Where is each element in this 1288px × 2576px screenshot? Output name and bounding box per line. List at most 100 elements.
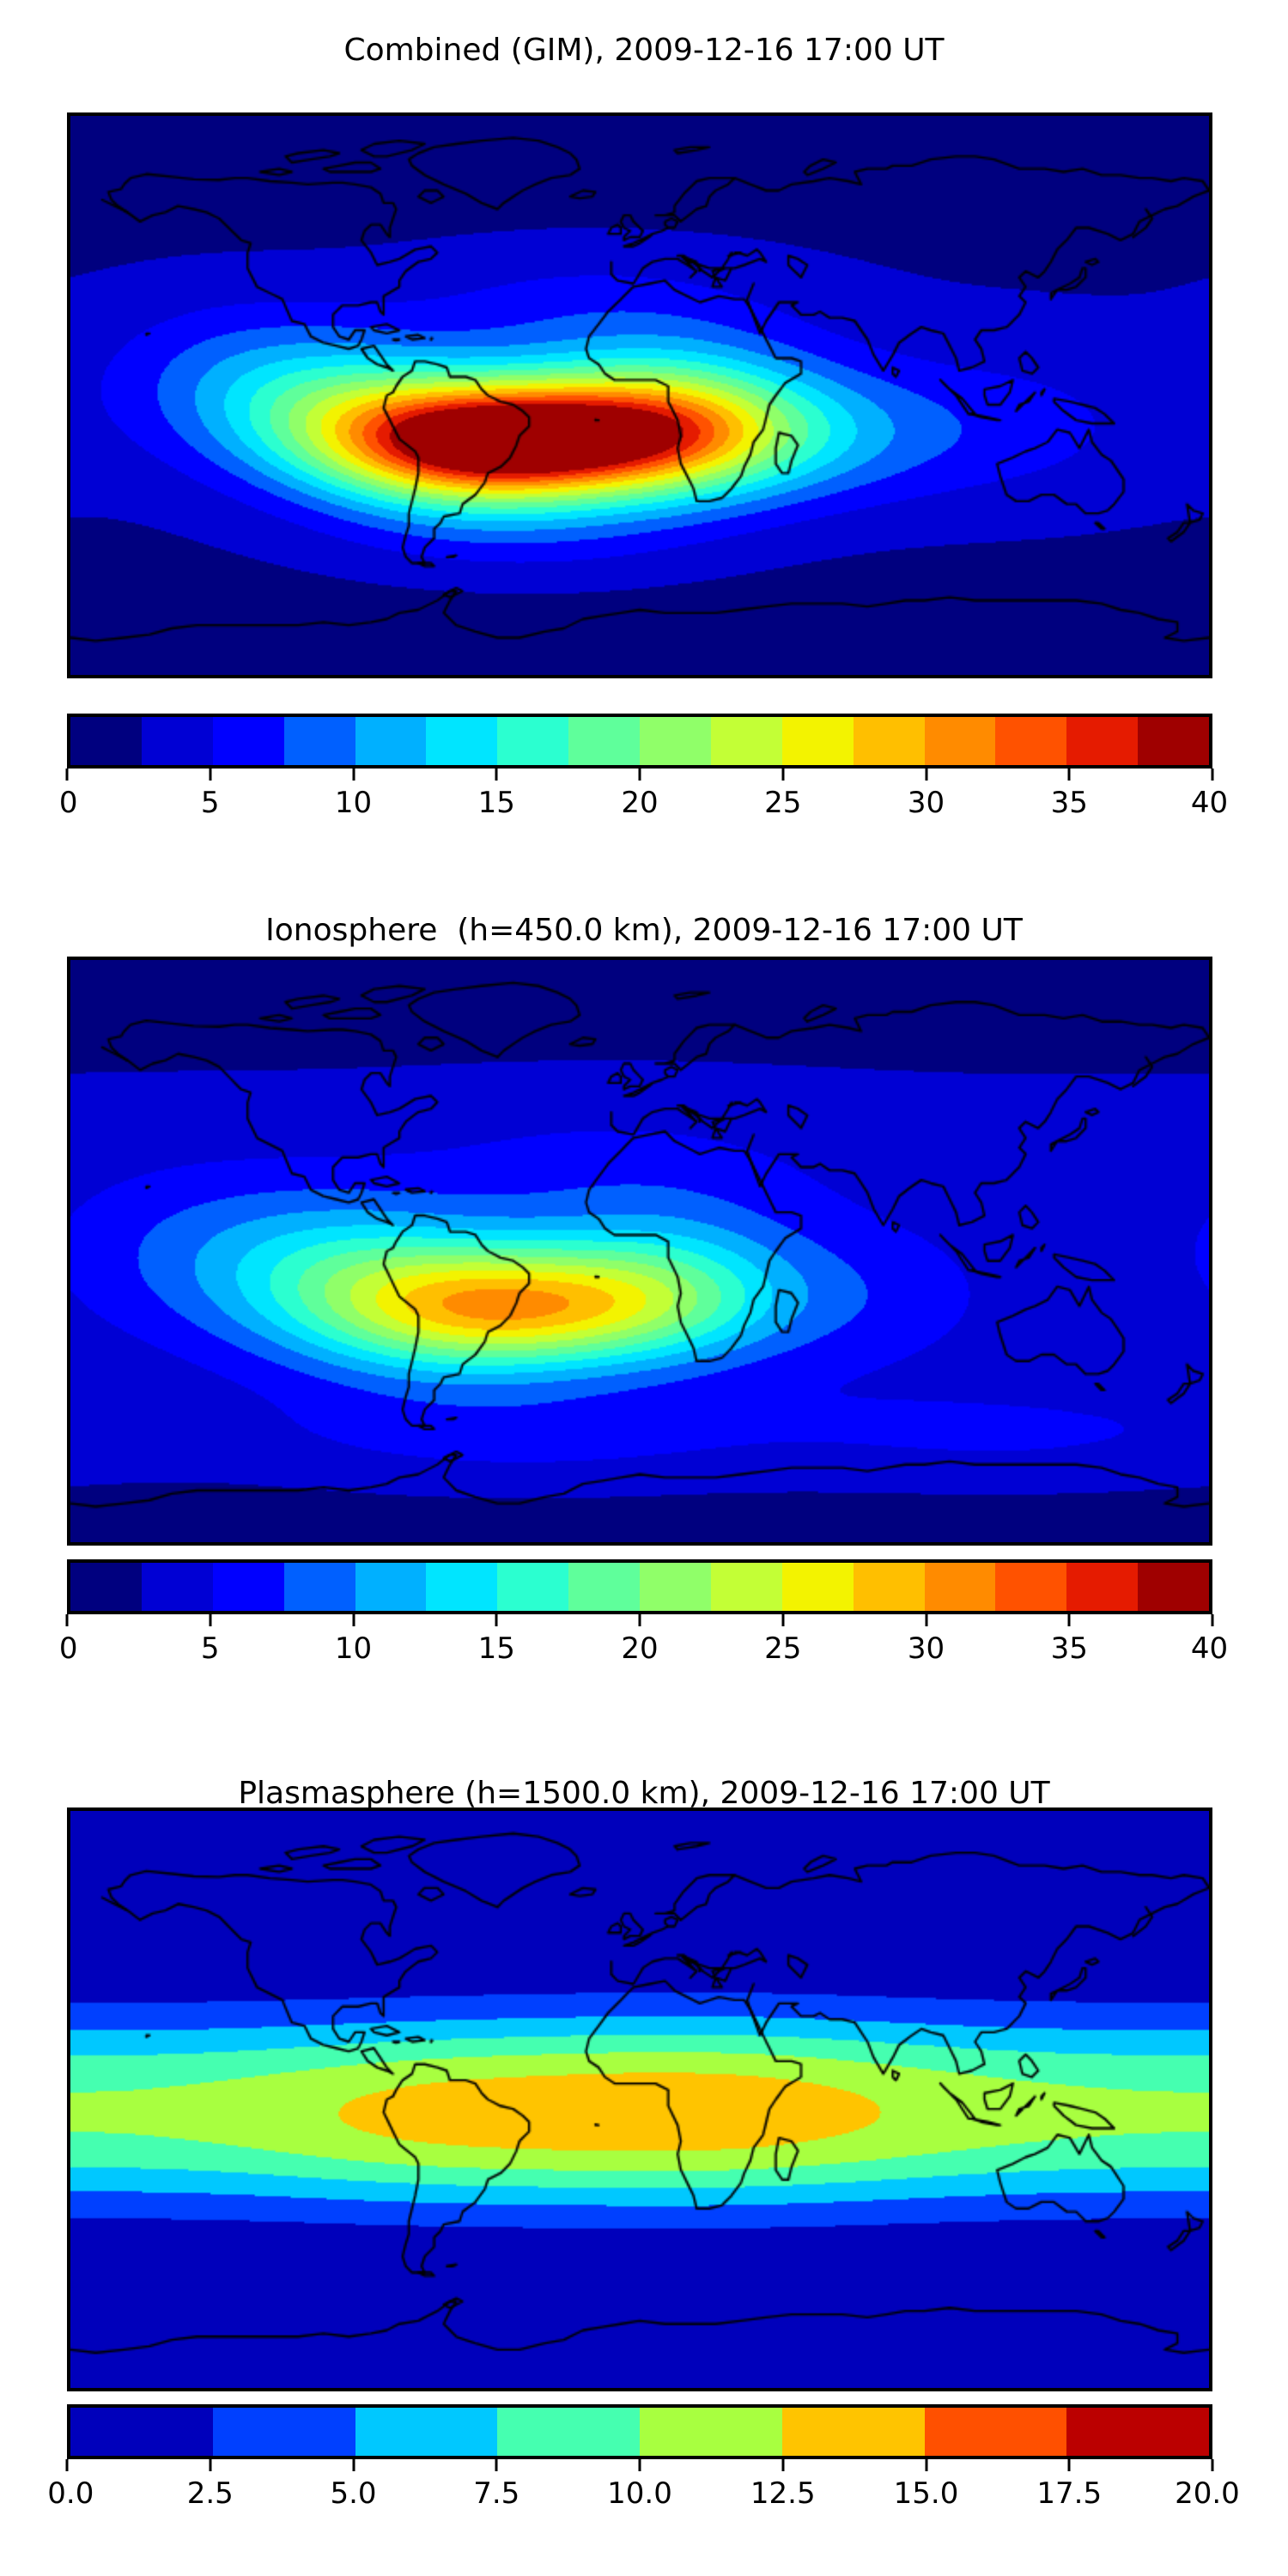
- colorbar-tick-label: 40: [1190, 1631, 1229, 1666]
- colorbar-tick-label: 15.0: [893, 2476, 959, 2511]
- colorbar-cell: [1066, 2408, 1209, 2456]
- colorbar-tick-label: 0: [58, 786, 78, 820]
- colorbar-tick-label: 5.0: [330, 2476, 377, 2511]
- colorbar-tick-mark: [638, 2459, 641, 2471]
- colorbar-tick-label: 5: [200, 1631, 220, 1666]
- colorbar-cell: [568, 1563, 640, 1611]
- map-plasmasphere[interactable]: [67, 1807, 1212, 2391]
- colorbar-tick-mark: [1067, 1614, 1071, 1626]
- map-combined-gim[interactable]: [67, 112, 1212, 678]
- colorbar-tick-label: 20: [621, 786, 659, 820]
- colorbar-tick-label: 10: [334, 1631, 373, 1666]
- colorbar-tick-mark: [1211, 769, 1214, 781]
- map-canvas-plasmasphere: [70, 1811, 1209, 2388]
- colorbar-tick-mark: [925, 1614, 927, 1626]
- colorbar-swatches-plasmasphere: [67, 2404, 1212, 2459]
- colorbar-tick-label: 15: [477, 786, 515, 820]
- colorbar-cell: [781, 717, 854, 765]
- colorbar-labels-plasmasphere: 0.0 2.5 5.0 7.5 10.0 12.5 15.0 17.5 20.0: [47, 2476, 1240, 2518]
- colorbar-cell: [853, 717, 925, 765]
- colorbar-tick-mark: [209, 2459, 212, 2471]
- colorbar-cell: [568, 717, 640, 765]
- colorbar-cell: [710, 1563, 782, 1611]
- colorbar-tick-mark: [352, 1614, 355, 1626]
- colorbar-tick-mark: [209, 1614, 212, 1626]
- colorbar-tick-label: 20: [621, 1631, 659, 1666]
- colorbar-cell: [1138, 717, 1209, 765]
- colorbar-cell: [355, 2408, 498, 2456]
- colorbar-cell: [710, 717, 782, 765]
- panel-title-combined-gim: Combined (GIM), 2009-12-16 17:00 UT: [343, 33, 945, 68]
- colorbar-ticks-ionosphere: [65, 1614, 1214, 1628]
- colorbar-tick-label: 7.5: [473, 2476, 520, 2511]
- colorbar-tick-label: 30: [907, 786, 945, 820]
- colorbar-tick-label: 10: [334, 786, 373, 820]
- colorbar-tick-label: 30: [907, 1631, 945, 1666]
- colorbar-ticks-combined-gim: [65, 769, 1214, 782]
- panel-plasmasphere: Plasmasphere (h=1500.0 km), 2009-12-16 1…: [0, 1717, 1288, 2576]
- colorbar-cell: [283, 717, 355, 765]
- colorbar-cell: [141, 1563, 213, 1611]
- colorbar-tick-label: 35: [1050, 786, 1088, 820]
- colorbar-tick-mark: [65, 2459, 69, 2471]
- colorbar-tick-label: 25: [764, 1631, 802, 1666]
- colorbar-tick-label: 0: [58, 1631, 78, 1666]
- colorbar-cell: [640, 717, 711, 765]
- colorbar-tick-mark: [495, 769, 498, 781]
- colorbar-tick-mark: [781, 1614, 785, 1626]
- panel-title-plasmasphere: Plasmasphere (h=1500.0 km), 2009-12-16 1…: [238, 1776, 1050, 1811]
- colorbar-cell: [924, 717, 996, 765]
- map-ionosphere[interactable]: [67, 957, 1212, 1546]
- colorbar-tick-mark: [65, 769, 69, 781]
- colorbar-plasmasphere[interactable]: [67, 2404, 1212, 2459]
- colorbar-ticks-plasmasphere: [65, 2459, 1214, 2473]
- colorbar-tick-mark: [925, 2459, 927, 2471]
- panel-ionosphere: Ionosphere (h=450.0 km), 2009-12-16 17:0…: [0, 859, 1288, 1717]
- colorbar-cell: [995, 1563, 1067, 1611]
- colorbar-cell: [426, 1563, 498, 1611]
- colorbar-cell: [1066, 1563, 1139, 1611]
- colorbar-tick-label: 2.5: [186, 2476, 234, 2511]
- colorbar-tick-label: 10.0: [607, 2476, 672, 2511]
- colorbar-cell: [781, 1563, 854, 1611]
- colorbar-cell: [283, 1563, 355, 1611]
- colorbar-cell: [1138, 1563, 1209, 1611]
- colorbar-cell: [70, 717, 142, 765]
- colorbar-tick-mark: [781, 769, 785, 781]
- colorbar-tick-mark: [65, 1614, 69, 1626]
- colorbar-tick-label: 0.0: [47, 2476, 94, 2511]
- colorbar-swatches-combined-gim: [67, 714, 1212, 769]
- colorbar-tick-mark: [638, 1614, 641, 1626]
- colorbar-cell: [212, 2408, 355, 2456]
- colorbar-labels-ionosphere: 0 5 10 15 20 25 30 35 40: [59, 1631, 1228, 1673]
- colorbar-cell: [70, 1563, 142, 1611]
- colorbar-cell: [497, 717, 569, 765]
- colorbar-cell: [640, 1563, 711, 1611]
- colorbar-labels-combined-gim: 0 5 10 15 20 25 30 35 40: [59, 786, 1228, 827]
- colorbar-tick-label: 12.5: [750, 2476, 816, 2511]
- colorbar-tick-label: 40: [1190, 786, 1229, 820]
- map-canvas-combined-gim: [70, 116, 1209, 675]
- colorbar-tick-label: 15: [477, 1631, 515, 1666]
- panel-title-ionosphere: Ionosphere (h=450.0 km), 2009-12-16 17:0…: [265, 913, 1023, 948]
- colorbar-ionosphere[interactable]: [67, 1559, 1212, 1614]
- map-canvas-ionosphere: [70, 960, 1209, 1542]
- colorbar-tick-mark: [1067, 769, 1071, 781]
- colorbar-tick-label: 5: [200, 786, 220, 820]
- colorbar-cell: [426, 717, 498, 765]
- colorbar-cell: [70, 2408, 213, 2456]
- colorbar-tick-mark: [1067, 2459, 1071, 2471]
- colorbar-tick-mark: [495, 1614, 498, 1626]
- colorbar-combined-gim[interactable]: [67, 714, 1212, 769]
- colorbar-cell: [995, 717, 1067, 765]
- colorbar-cell: [924, 1563, 996, 1611]
- colorbar-tick-mark: [1211, 1614, 1214, 1626]
- colorbar-tick-mark: [638, 769, 641, 781]
- colorbar-tick-mark: [781, 2459, 785, 2471]
- colorbar-tick-mark: [352, 769, 355, 781]
- colorbar-swatches-ionosphere: [67, 1559, 1212, 1614]
- colorbar-cell: [497, 2408, 640, 2456]
- colorbar-cell: [924, 2408, 1067, 2456]
- colorbar-cell: [640, 2408, 782, 2456]
